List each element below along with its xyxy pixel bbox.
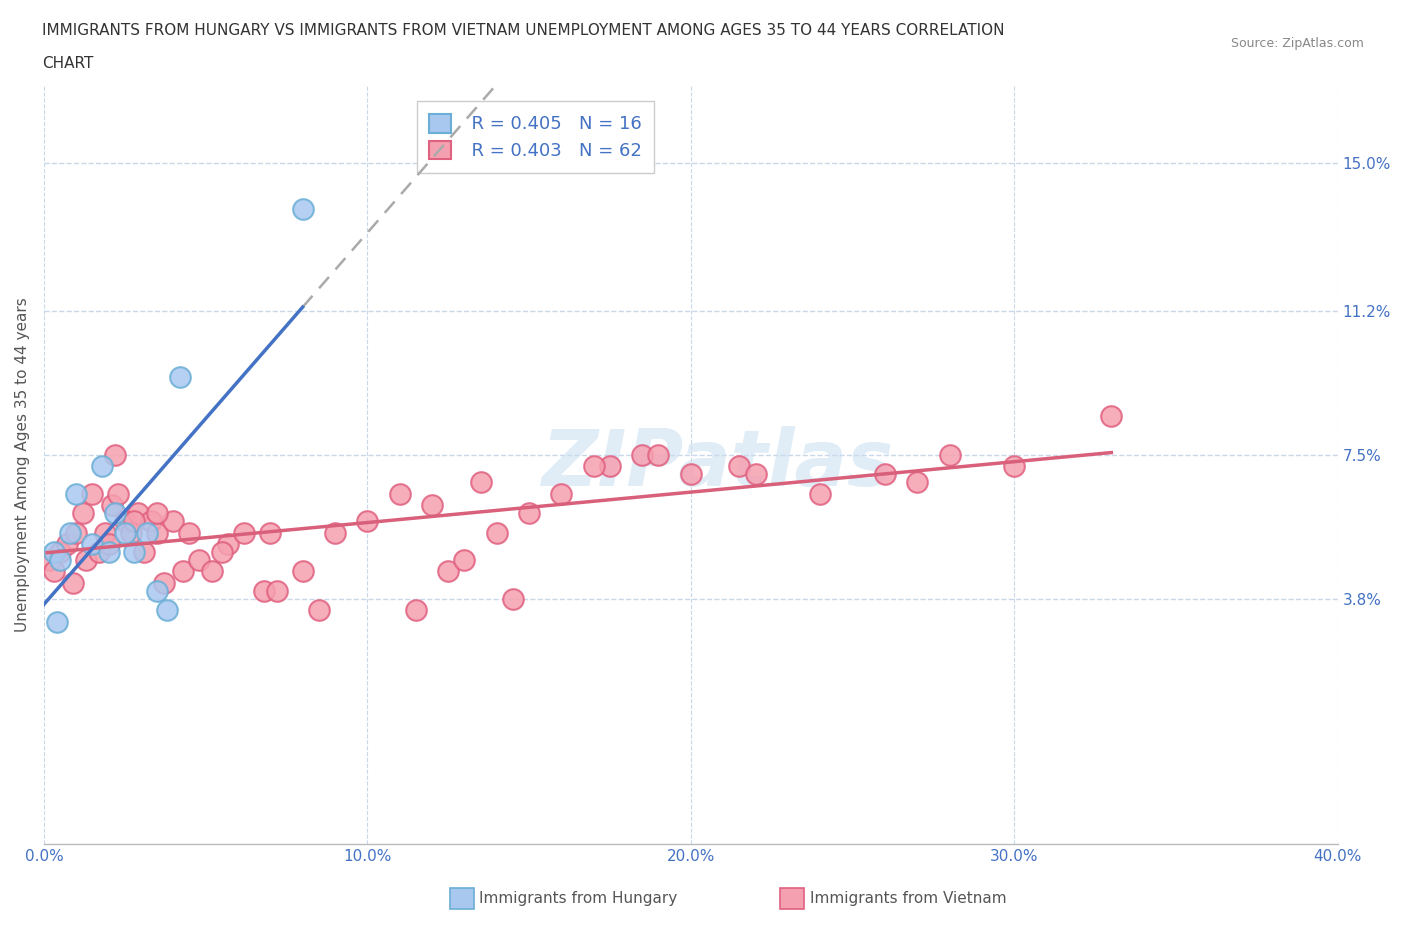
Point [728,458,751,473]
Point [453,552,475,567]
Point [873,467,896,482]
Point [599,458,621,473]
Point [217,537,239,551]
Point [101,498,124,512]
Point [62,576,84,591]
Point [75,552,97,567]
Point [647,447,669,462]
Point [94,525,117,540]
Point [291,202,314,217]
Point [107,486,129,501]
Point [114,513,136,528]
Point [146,506,169,521]
Point [259,525,281,540]
Point [502,591,524,606]
Point [134,545,156,560]
Point [582,458,605,473]
Point [152,576,174,591]
Point [104,506,127,521]
Point [1002,458,1025,473]
Point [42,564,65,578]
Point [139,513,162,528]
Text: IMMIGRANTS FROM HUNGARY VS IMMIGRANTS FROM VIETNAM UNEMPLOYMENT AMONG AGES 35 TO: IMMIGRANTS FROM HUNGARY VS IMMIGRANTS FR… [42,23,1005,38]
Y-axis label: Unemployment Among Ages 35 to 44 years: Unemployment Among Ages 35 to 44 years [15,297,30,631]
Point [146,583,169,598]
Point [179,525,201,540]
Point [437,564,460,578]
Point [485,525,508,540]
Point [42,545,65,560]
Point [405,603,427,618]
Point [679,467,702,482]
Point [356,513,378,528]
Point [211,545,233,560]
Point [253,583,276,598]
Point [388,486,411,501]
Point [266,583,288,598]
Point [162,513,184,528]
Point [169,369,191,384]
Point [114,525,136,540]
Point [470,474,492,489]
Point [517,506,540,521]
Point [188,552,211,567]
Text: ZIPatlas: ZIPatlas [540,426,893,502]
Point [82,486,104,501]
Text: CHART: CHART [42,56,94,71]
Point [97,537,120,551]
Point [233,525,256,540]
FancyBboxPatch shape [780,888,804,909]
Point [938,447,960,462]
Point [49,545,72,560]
Point [45,615,67,630]
Point [201,564,224,578]
Legend:   R = 0.405   N = 16,   R = 0.403   N = 62: R = 0.405 N = 16, R = 0.403 N = 62 [416,101,654,173]
Point [87,545,110,560]
Point [55,537,77,551]
Point [420,498,443,512]
Point [146,525,169,540]
Point [104,447,127,462]
Point [308,603,330,618]
Point [744,467,766,482]
Point [808,486,831,501]
Point [97,545,120,560]
Text: Immigrants from Hungary: Immigrants from Hungary [479,891,678,906]
FancyBboxPatch shape [450,888,474,909]
Point [156,603,179,618]
Point [65,525,87,540]
Point [323,525,346,540]
Point [172,564,194,578]
Point [72,506,94,521]
Point [120,525,142,540]
Point [291,564,314,578]
Text: Immigrants from Vietnam: Immigrants from Vietnam [810,891,1007,906]
Point [124,513,146,528]
Point [124,545,146,560]
Point [1099,408,1122,423]
Text: Source: ZipAtlas.com: Source: ZipAtlas.com [1230,37,1364,50]
Point [82,537,104,551]
Point [59,525,82,540]
Point [136,525,159,540]
Point [49,552,72,567]
Point [550,486,572,501]
Point [127,506,149,521]
Point [631,447,654,462]
Point [91,458,114,473]
Point [39,552,62,567]
Point [65,486,87,501]
Point [905,474,928,489]
